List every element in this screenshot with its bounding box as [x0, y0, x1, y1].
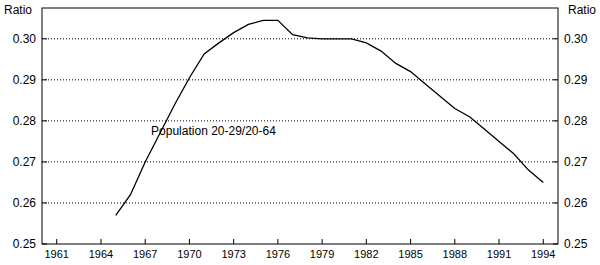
x-tick-label: 1982 — [354, 248, 378, 260]
grid-line — [42, 120, 558, 121]
y-tick — [42, 202, 47, 203]
y-tick-label: 0.27 — [13, 155, 37, 169]
x-tick-label: 1970 — [177, 248, 201, 260]
y2-axis-label: Ratio — [568, 3, 596, 17]
y-tick-label: 0.28 — [13, 114, 37, 128]
x-tick-label: 1967 — [133, 248, 157, 260]
x-tick-label: 1976 — [266, 248, 290, 260]
x-tick — [454, 239, 455, 244]
x-tick-label: 1991 — [487, 248, 511, 260]
annotation: Population 20-29/20-64 — [151, 124, 276, 138]
x-tick — [499, 239, 500, 244]
y2-tick — [553, 161, 558, 162]
x-tick-label: 1961 — [45, 248, 69, 260]
x-tick — [189, 239, 190, 244]
series-line — [116, 20, 544, 215]
plot-area — [116, 20, 544, 215]
y2-tick-label: 0.30 — [564, 32, 588, 46]
grid-line — [42, 202, 558, 203]
x-tick-label: 1964 — [89, 248, 113, 260]
x-tick — [322, 239, 323, 244]
grid-line — [42, 161, 558, 162]
y-tick — [42, 79, 47, 80]
plot-frame — [42, 8, 558, 244]
y2-tick — [553, 38, 558, 39]
y2-tick — [553, 120, 558, 121]
y-tick — [42, 120, 47, 121]
y-tick-label: 0.26 — [13, 196, 37, 210]
grid-line — [42, 38, 558, 39]
x-tick — [145, 239, 146, 244]
x-tick-label: 1979 — [310, 248, 334, 260]
y-tick — [42, 38, 47, 39]
y2-tick-label: 0.25 — [564, 237, 588, 251]
x-tick — [233, 239, 234, 244]
y-tick-label: 0.30 — [13, 32, 37, 46]
y2-tick-label: 0.29 — [564, 73, 588, 87]
x-tick-label: 1973 — [221, 248, 245, 260]
x-tick — [366, 239, 367, 244]
y-tick-label: 0.29 — [13, 73, 37, 87]
y2-tick-label: 0.27 — [564, 155, 588, 169]
x-tick — [543, 239, 544, 244]
y2-tick — [553, 202, 558, 203]
x-tick-label: 1988 — [443, 248, 467, 260]
y-tick — [42, 161, 47, 162]
grid-line — [42, 79, 558, 80]
y-tick-label: 0.25 — [13, 237, 37, 251]
y2-tick — [553, 79, 558, 80]
chart: 0.25 0.25 0.26 0.26 0.27 0.27 0.28 0.28 0.29 0.29… — [0, 0, 600, 265]
x-tick-label: 1985 — [398, 248, 422, 260]
y2-tick-label: 0.26 — [564, 196, 588, 210]
x-tick — [410, 239, 411, 244]
x-tick — [56, 239, 57, 244]
x-tick — [277, 239, 278, 244]
y2-tick-label: 0.28 — [564, 114, 588, 128]
y-axis-label: Ratio — [4, 3, 32, 17]
x-tick-label: 1994 — [531, 248, 555, 260]
x-tick — [100, 239, 101, 244]
